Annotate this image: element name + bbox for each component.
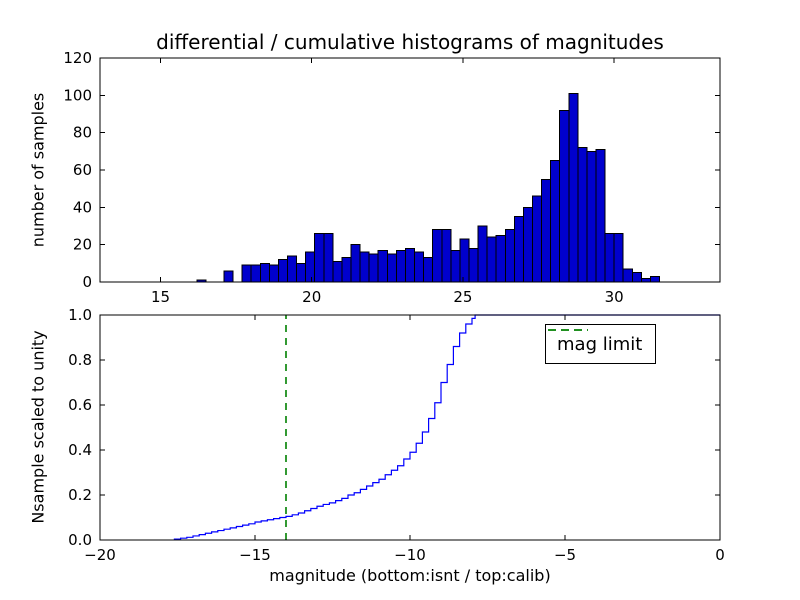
histogram-bar: [622, 268, 633, 283]
top-y-tick-label: 120: [63, 49, 92, 67]
histogram-bar: [223, 270, 234, 283]
legend-box: mag limit: [545, 324, 657, 364]
histogram-bar: [604, 232, 615, 283]
bottom-x-tick-label: −15: [239, 546, 271, 564]
histogram-bar: [332, 260, 343, 283]
histogram-bar: [586, 150, 597, 283]
histogram-bar: [296, 262, 307, 283]
figure-title: differential / cumulative histograms of …: [156, 30, 664, 54]
histogram-bar: [377, 249, 388, 283]
top-x-tick-label: 15: [151, 288, 170, 306]
top-x-tick-label: 20: [302, 288, 321, 306]
histogram-bar: [513, 216, 524, 283]
histogram-bar: [631, 272, 642, 283]
legend-label: mag limit: [557, 333, 643, 355]
histogram-bar: [568, 92, 579, 283]
bottom-y-tick-label: 0.8: [68, 351, 92, 369]
histogram-bar: [386, 253, 397, 283]
histogram-bar: [559, 109, 570, 283]
cumulative-step-line: [173, 314, 720, 540]
histogram-bar: [395, 249, 406, 283]
histogram-bar: [640, 277, 651, 283]
histogram-bar: [531, 195, 543, 283]
top-y-tick-label: 20: [73, 236, 92, 254]
top-frame: [99, 57, 721, 283]
top-y-tick-label: 60: [73, 161, 92, 179]
histogram-bar: [350, 244, 361, 283]
histogram-bar: [341, 257, 352, 283]
histogram-bar: [404, 247, 416, 283]
histogram-bar: [241, 264, 252, 283]
top-y-tick-label: 100: [63, 86, 92, 104]
histogram-bar: [550, 160, 561, 283]
histogram-bar: [468, 247, 479, 283]
histogram-bar: [287, 255, 298, 283]
bottom-x-tick-label: 0: [715, 546, 725, 564]
histogram-bar: [441, 229, 452, 283]
histogram-bar: [459, 238, 470, 283]
histogram-bar: [368, 253, 379, 283]
histogram-bar: [522, 206, 533, 283]
histogram-bar: [314, 232, 325, 283]
legend-dash-sample: [548, 329, 588, 331]
histogram-bar: [259, 262, 270, 283]
histogram-bar: [277, 259, 289, 283]
top-x-tick-label: 30: [605, 288, 624, 306]
top-y-tick-label: 40: [73, 198, 92, 216]
top-x-tick-label: 25: [453, 288, 472, 306]
histogram-bar: [541, 178, 552, 283]
histogram-bar: [613, 232, 624, 283]
histogram-bar: [577, 147, 588, 283]
bottom-x-tick-label: −10: [394, 546, 426, 564]
bottom-x-tick-label: −20: [84, 546, 116, 564]
histogram-bar: [649, 275, 661, 283]
top-y-tick-label: 0: [82, 273, 92, 291]
bottom-frame: [99, 314, 721, 541]
histogram-bar: [477, 225, 488, 283]
histogram-bar: [450, 249, 461, 283]
x-axis-label: magnitude (bottom:isnt / top:calib): [269, 566, 551, 585]
bottom-y-tick-label: 0.6: [68, 396, 92, 414]
bottom-x-tick-label: −5: [554, 546, 576, 564]
histogram-bar: [250, 264, 261, 283]
histogram-bar: [268, 264, 279, 283]
top-y-tick-label: 80: [73, 124, 92, 142]
histogram-bar: [305, 251, 316, 283]
histogram-bar: [486, 236, 497, 283]
histogram-bar: [504, 229, 515, 283]
bottom-y-tick-label: 0.2: [68, 486, 92, 504]
bottom-y-tick-label: 0.4: [68, 441, 92, 459]
histogram-bar: [423, 257, 434, 283]
histogram-bar: [414, 251, 425, 283]
histogram-bar: [359, 251, 370, 283]
bottom-y-tick-label: 0.0: [68, 531, 92, 549]
histogram-bar: [495, 234, 506, 283]
histogram-bar: [323, 232, 334, 283]
histogram-bar: [595, 148, 606, 283]
bottom-y-tick-label: 1.0: [68, 306, 92, 324]
histogram-bar: [432, 229, 443, 283]
